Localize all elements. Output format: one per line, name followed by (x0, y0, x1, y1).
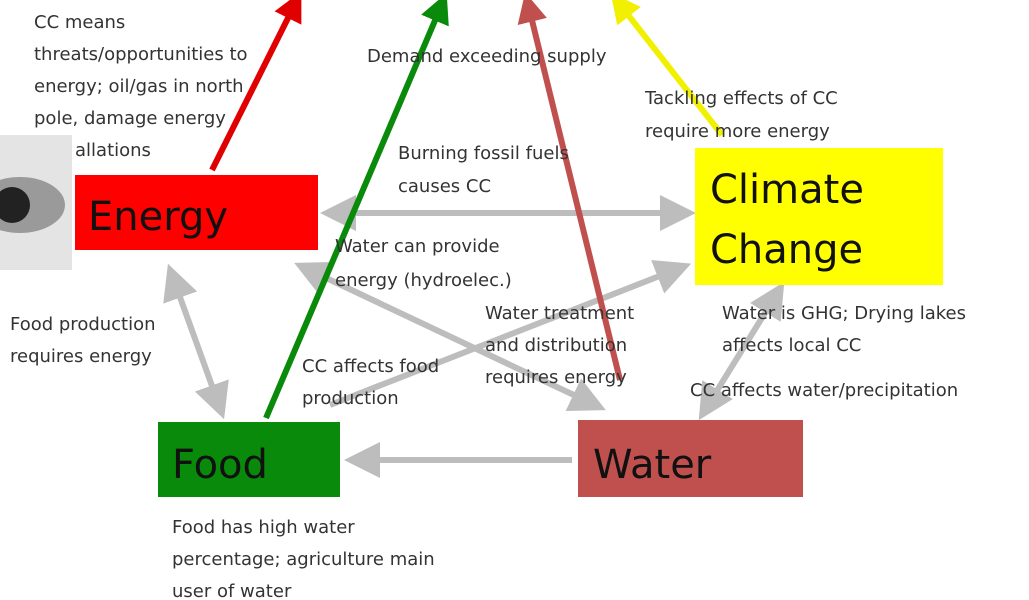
node-label: Water (593, 442, 712, 488)
annotation: requires energy (485, 367, 627, 388)
diagram: Energy Climate Change Food Water CC means thre… (0, 0, 1029, 600)
annotation: production (302, 388, 399, 409)
node-label: Climate (710, 167, 864, 213)
node-label: Food (172, 442, 268, 488)
annotation: CC affects water/precipitation (690, 380, 958, 401)
annotation: user of water (172, 581, 292, 600)
annotation: Food has high water (172, 517, 355, 538)
annotation: energy (hydroelec.) (335, 270, 512, 291)
annotation: CC affects food (302, 356, 439, 377)
node-label: Energy (88, 194, 228, 240)
eye-image (0, 135, 72, 270)
annotation: causes CC (398, 176, 491, 197)
annotation: allations (75, 140, 151, 161)
annotation: Water treatment (485, 303, 634, 324)
annotation: requires energy (10, 346, 152, 367)
annotation: require more energy (645, 121, 830, 142)
annotation: Tackling effects of CC (644, 88, 838, 109)
annotation: affects local CC (722, 335, 861, 356)
annotation: energy; oil/gas in north (34, 76, 244, 97)
annotation: CC means (34, 12, 125, 33)
node-label: Change (710, 227, 863, 273)
annotation: pole, damage energy (34, 108, 226, 129)
annotation: Food production (10, 314, 156, 335)
annotation: Burning fossil fuels (398, 143, 569, 164)
annotation: percentage; agriculture main (172, 549, 435, 570)
annotation: Demand exceeding supply (367, 46, 607, 67)
annotation: and distribution (485, 335, 627, 356)
annotation: Water can provide (335, 236, 500, 257)
annotation: threats/opportunities to (34, 44, 248, 65)
annotation: Water is GHG; Drying lakes (722, 303, 966, 324)
